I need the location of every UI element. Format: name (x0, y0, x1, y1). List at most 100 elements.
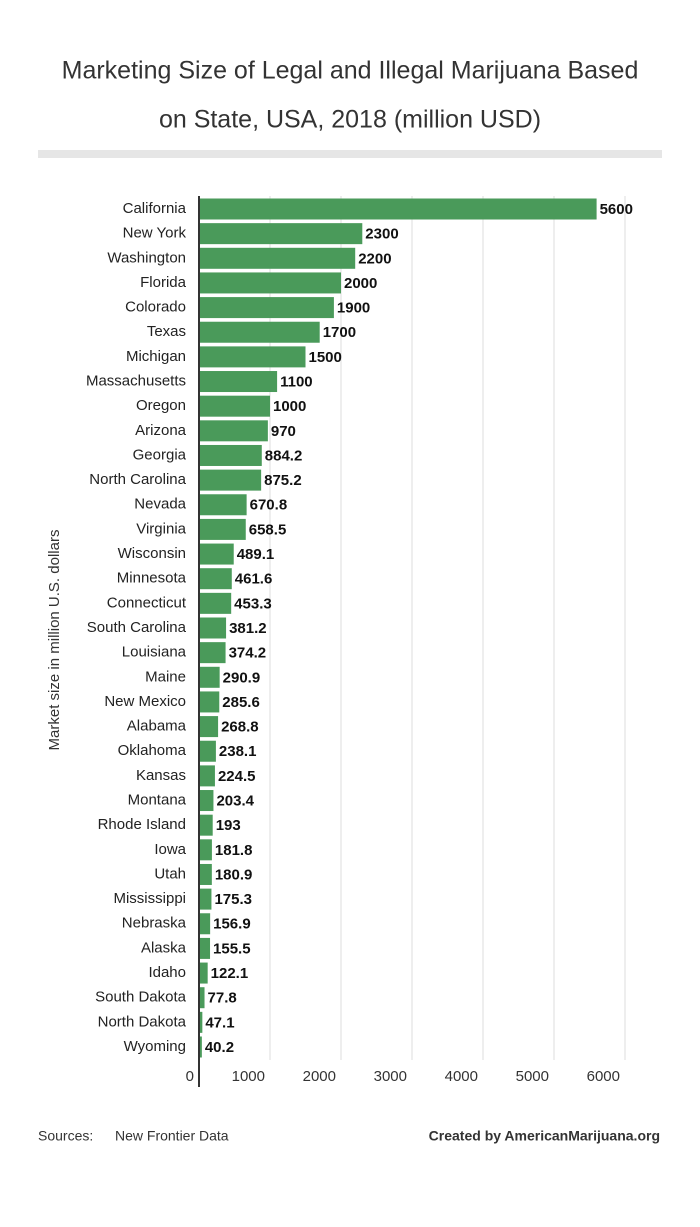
y-tick-label: North Carolina (89, 471, 186, 488)
x-tick-label: 6000 (587, 1068, 620, 1085)
bar (199, 1011, 203, 1033)
bar (199, 863, 212, 885)
y-tick-label: Mississippi (113, 890, 186, 907)
value-label: 224.5 (218, 768, 256, 785)
x-tick-label: 2000 (303, 1068, 336, 1085)
y-tick-label: Oklahoma (118, 742, 187, 759)
value-label: 193 (216, 817, 241, 834)
y-tick-label: New York (123, 225, 187, 242)
bar (199, 420, 268, 442)
value-label: 453.3 (234, 595, 272, 612)
x-tick-label: 4000 (445, 1068, 478, 1085)
y-tick-label: Utah (154, 865, 186, 882)
bar (199, 1036, 202, 1058)
value-label: 175.3 (214, 891, 252, 908)
y-tick-label: Montana (128, 791, 187, 808)
value-label: 489.1 (237, 546, 275, 563)
y-tick-label: Wisconsin (118, 545, 186, 562)
value-label: 203.4 (216, 792, 254, 809)
value-label: 381.2 (229, 620, 267, 637)
value-label: 122.1 (211, 965, 249, 982)
bar (199, 814, 213, 836)
value-label: 47.1 (205, 1014, 234, 1031)
source: New Frontier Data (115, 1128, 229, 1144)
x-tick-label: 0 (186, 1068, 194, 1085)
bar (199, 913, 211, 935)
value-label: 374.2 (229, 645, 267, 662)
value-label: 268.8 (221, 719, 259, 736)
value-label: 1900 (337, 300, 370, 317)
y-tick-label: Maine (145, 668, 186, 685)
bar (199, 198, 597, 220)
bar (199, 642, 226, 664)
value-label: 884.2 (265, 447, 303, 464)
value-label: 238.1 (219, 743, 257, 760)
value-label: 181.8 (215, 842, 253, 859)
bar (199, 395, 270, 417)
bar (199, 740, 216, 762)
chart-title: on State, USA, 2018 (million USD) (159, 106, 541, 134)
y-tick-label: South Carolina (87, 619, 187, 636)
value-label: 40.2 (205, 1039, 234, 1056)
value-label: 77.8 (208, 990, 237, 1007)
y-tick-label: New Mexico (104, 693, 186, 710)
y-tick-label: Georgia (133, 446, 187, 463)
bar (199, 321, 320, 343)
y-tick-label: North Dakota (98, 1013, 187, 1030)
y-tick-label: Nebraska (122, 915, 187, 932)
x-tick-label: 3000 (374, 1068, 407, 1085)
value-label: 1500 (309, 349, 342, 366)
bar (199, 987, 205, 1009)
bar (199, 543, 234, 565)
value-label: 285.6 (222, 694, 260, 711)
bar (199, 346, 306, 368)
bar (199, 592, 232, 614)
chart-title: Marketing Size of Legal and Illegal Mari… (62, 57, 639, 85)
bar (199, 716, 219, 738)
value-label: 2200 (358, 250, 391, 267)
bar (199, 494, 247, 516)
x-tick-label: 1000 (232, 1068, 265, 1085)
bar (199, 518, 246, 540)
x-tick-label: 5000 (516, 1068, 549, 1085)
value-label: 290.9 (223, 669, 261, 686)
y-tick-label: Connecticut (107, 594, 187, 611)
y-tick-label: Kansas (136, 767, 186, 784)
y-tick-label: Florida (140, 274, 187, 291)
value-label: 670.8 (250, 497, 288, 514)
bar (199, 469, 262, 491)
bar (199, 272, 341, 294)
value-label: 658.5 (249, 521, 287, 538)
value-label: 875.2 (264, 472, 302, 489)
credit: Created by AmericanMarijuana.org (429, 1128, 660, 1144)
y-tick-label: South Dakota (95, 989, 187, 1006)
y-tick-label: Oregon (136, 397, 186, 414)
bar (199, 223, 363, 245)
value-label: 155.5 (213, 940, 251, 957)
bar (199, 839, 212, 861)
value-label: 180.9 (215, 866, 253, 883)
bar (199, 568, 232, 590)
bar (199, 691, 220, 713)
value-label: 1000 (273, 398, 306, 415)
y-tick-label: Alaska (141, 939, 187, 956)
y-tick-label: Texas (147, 323, 186, 340)
y-tick-label: Rhode Island (98, 816, 186, 833)
bar (199, 617, 227, 639)
value-label: 2000 (344, 275, 377, 292)
value-label: 461.6 (235, 571, 273, 588)
bar (199, 371, 278, 393)
value-label: 2300 (365, 226, 398, 243)
bar (199, 247, 356, 269)
divider (38, 150, 662, 158)
value-label: 970 (271, 423, 296, 440)
bar (199, 666, 220, 688)
value-label: 1700 (323, 324, 356, 341)
y-tick-label: Wyoming (124, 1038, 186, 1055)
bar (199, 790, 214, 812)
y-tick-label: Michigan (126, 348, 186, 365)
y-tick-label: Minnesota (117, 570, 187, 587)
source-label: Sources: (38, 1128, 93, 1144)
bar (199, 765, 215, 787)
